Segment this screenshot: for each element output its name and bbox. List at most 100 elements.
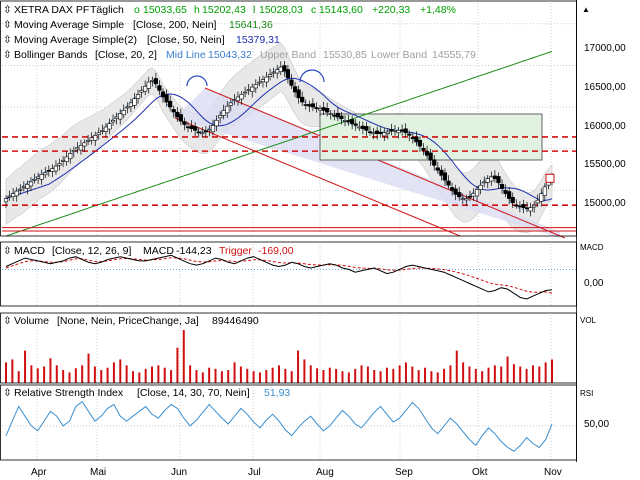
candle-body xyxy=(175,111,180,118)
candle-body xyxy=(207,129,212,132)
candle-body xyxy=(385,131,390,134)
candle-body xyxy=(242,91,248,94)
candle-body xyxy=(542,186,547,196)
sma50-name: Moving Average Simple(2) xyxy=(14,34,137,46)
volume-bar xyxy=(30,365,33,383)
volume-bar xyxy=(538,366,541,383)
volume-params: [None, Nein, PriceChange, Ja] xyxy=(57,315,199,327)
rsi-value: 51,93 xyxy=(264,387,290,399)
candle-body xyxy=(275,69,280,74)
up-down-arrow-icon[interactable]: ⇳ xyxy=(3,19,12,31)
candle-body xyxy=(478,184,483,190)
candle-body xyxy=(485,178,490,183)
candle-body xyxy=(203,130,208,133)
volume-bar xyxy=(493,365,496,383)
volume-bar xyxy=(506,356,509,383)
candle-body xyxy=(68,153,73,160)
price-axis: 17000,00 16500,00 16000,00 15500,00 1500… xyxy=(582,5,626,209)
volume-bar xyxy=(519,366,522,383)
up-down-arrow-icon[interactable]: ⇳ xyxy=(3,4,12,16)
volume-bar xyxy=(258,372,261,383)
candle-body xyxy=(517,205,522,208)
candle-body xyxy=(392,130,398,132)
volume-bar xyxy=(151,366,154,383)
candle-body xyxy=(110,120,116,123)
candle-body xyxy=(32,179,37,181)
candle-body xyxy=(246,89,251,91)
volume-bar xyxy=(481,371,484,383)
candle-body xyxy=(457,192,462,198)
candle-body xyxy=(11,193,16,197)
scroll-arrow-icon[interactable]: ▲ xyxy=(582,5,590,14)
close-label: c xyxy=(311,4,316,16)
sma200-value: 15641,36 xyxy=(229,19,273,31)
candle-body xyxy=(532,204,537,208)
candle-body xyxy=(375,130,380,134)
candle-body xyxy=(57,163,62,166)
candle-body xyxy=(43,172,48,176)
candle-body xyxy=(267,74,273,78)
volume-value: 89446490 xyxy=(212,315,259,327)
candle-body xyxy=(289,79,294,86)
month-label: Jul xyxy=(248,467,261,478)
candle-body xyxy=(253,84,258,89)
trigger-value: -169,00 xyxy=(258,245,294,257)
candle-body xyxy=(28,181,34,187)
volume-bar xyxy=(322,370,325,383)
rsi-params: [Close, 14, 30, 70, Nein] xyxy=(137,387,250,399)
candle-body xyxy=(471,193,476,197)
candle-body xyxy=(350,119,355,124)
candle-body xyxy=(3,198,9,203)
up-down-arrow-icon[interactable]: ⇳ xyxy=(3,315,12,327)
candle-body xyxy=(157,85,162,91)
volume-bar xyxy=(201,372,204,383)
volume-bar xyxy=(208,367,211,383)
volume-bar xyxy=(11,359,14,383)
candle-body xyxy=(521,204,526,209)
price-tick-label: 17000,00 xyxy=(584,43,626,54)
candle-body xyxy=(410,137,415,139)
candle-body xyxy=(378,131,383,134)
volume-bar xyxy=(417,370,420,383)
bollinger-mid-label: Mid Line xyxy=(166,49,206,61)
up-down-arrow-icon[interactable]: ⇳ xyxy=(3,49,12,61)
change-pct: +1,48% xyxy=(420,4,456,16)
candle-body xyxy=(118,113,123,120)
rsi-title: Relative Strength Index xyxy=(14,387,124,399)
candle-body xyxy=(221,110,226,116)
volume-bar xyxy=(354,368,357,383)
change-value: +220,33 xyxy=(372,4,410,16)
close-value: 15143,60 xyxy=(319,4,363,16)
sma50-value: 15379,31 xyxy=(236,34,280,46)
volume-bar xyxy=(335,368,338,383)
candle-body xyxy=(96,132,101,136)
volume-bar xyxy=(220,371,223,383)
candle-body xyxy=(150,80,155,82)
volume-bar xyxy=(525,368,528,383)
candle-body xyxy=(78,144,84,151)
candle-body xyxy=(539,193,544,202)
up-down-arrow-icon[interactable]: ⇳ xyxy=(3,245,12,257)
macd-title: MACD xyxy=(14,245,45,257)
top-marker xyxy=(299,69,325,83)
volume-bar xyxy=(182,330,185,383)
candle-body xyxy=(492,175,498,179)
volume-bar xyxy=(252,371,255,383)
macd-name: MACD xyxy=(143,245,174,257)
trigger-label: Trigger xyxy=(219,245,252,257)
low-label: l xyxy=(253,4,255,16)
candle-body xyxy=(14,190,19,197)
candle-body xyxy=(125,106,130,109)
volume-bar xyxy=(430,371,433,383)
volume-bar xyxy=(74,368,77,383)
top-marker xyxy=(186,75,208,87)
trigger-line xyxy=(5,257,553,294)
volume-bar xyxy=(62,370,65,383)
candle-body xyxy=(128,102,134,107)
candle-body xyxy=(282,65,287,72)
volume-bar xyxy=(462,362,465,383)
up-down-arrow-icon[interactable]: ⇳ xyxy=(3,387,12,399)
up-down-arrow-icon[interactable]: ⇳ xyxy=(3,34,12,46)
volume-bar xyxy=(157,365,160,383)
